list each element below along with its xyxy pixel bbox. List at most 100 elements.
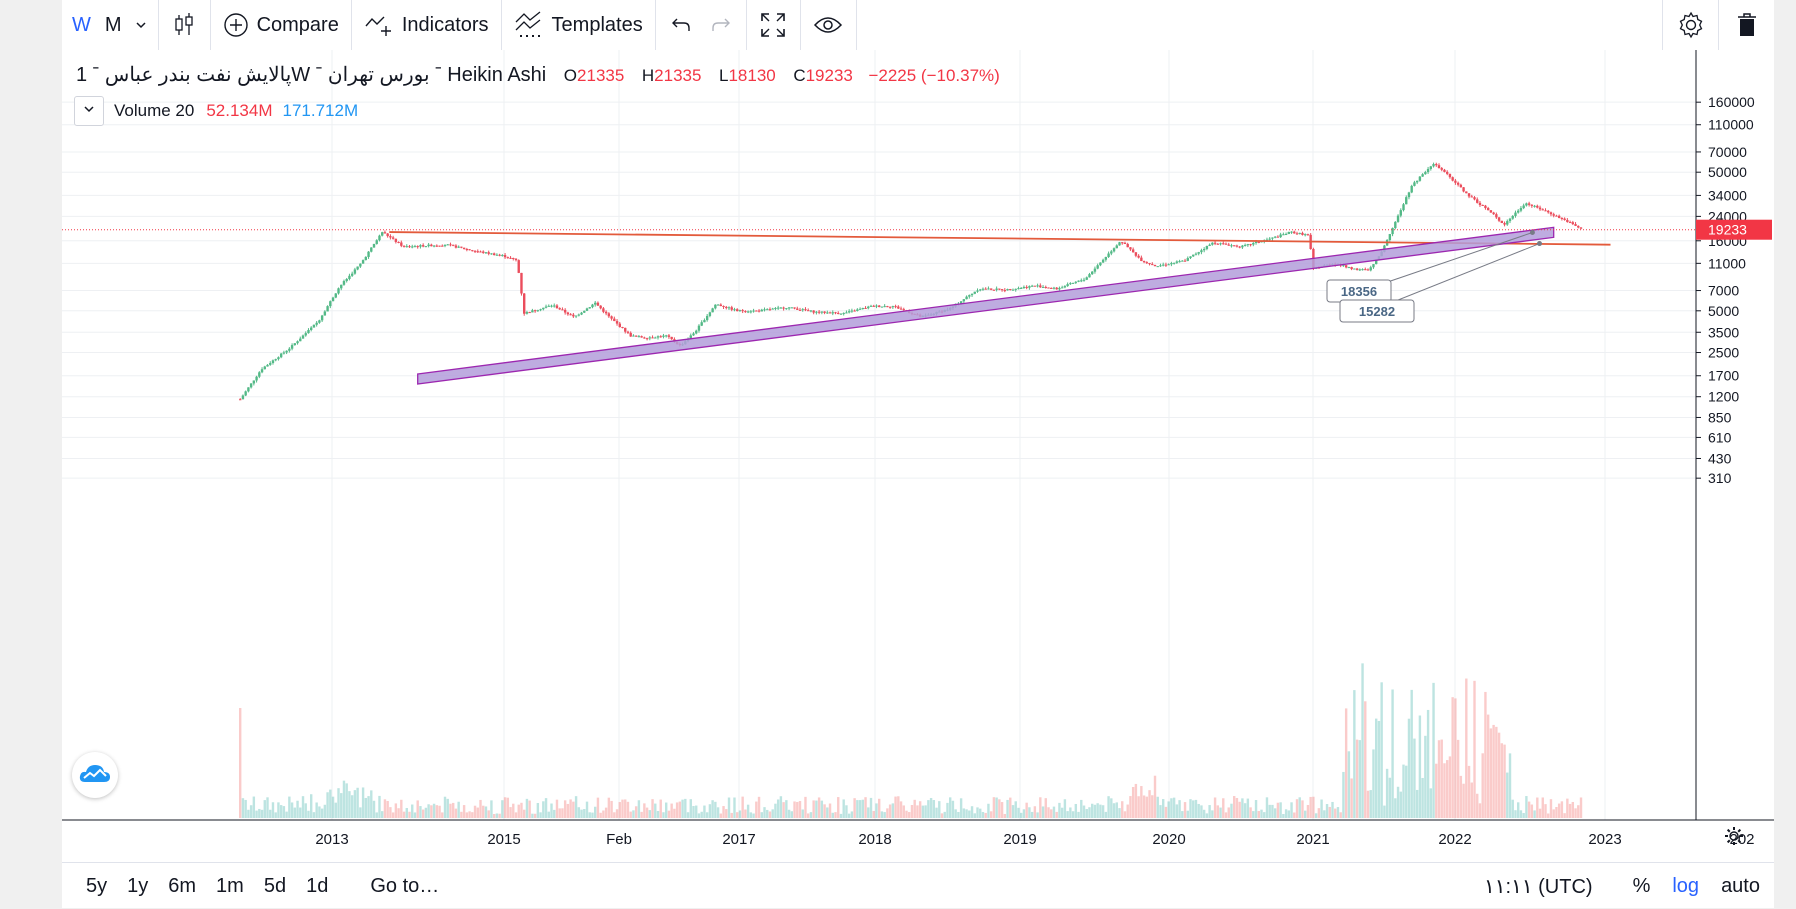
chevron-down-icon[interactable] (134, 18, 148, 32)
candle-body (484, 252, 488, 254)
candle-body (247, 387, 250, 392)
volume-bar (1020, 812, 1023, 818)
candle-body (1148, 262, 1151, 265)
volume-bar (1235, 797, 1239, 818)
fullscreen-button[interactable] (747, 0, 801, 50)
candle-body (438, 245, 441, 247)
candle-body (1077, 280, 1080, 282)
symbol-title[interactable]: پالایش نفت بندر عباس ˉ 1W ˉ بورس تهران ˉ… (76, 64, 547, 86)
candle-body (1041, 286, 1045, 288)
volume-bar (438, 805, 441, 818)
undo-icon[interactable] (670, 15, 692, 35)
candle-body (1388, 234, 1392, 241)
volume-bar (1249, 807, 1252, 818)
candle-body (1287, 231, 1291, 234)
candle-body (648, 337, 652, 339)
candle-body (1107, 253, 1110, 257)
templates-button[interactable]: Templates (502, 0, 656, 50)
candle-body (618, 323, 621, 328)
volume-bar (741, 796, 744, 818)
log-toggle[interactable]: log (1672, 874, 1700, 897)
candle-body (400, 242, 403, 246)
volume-bar (1268, 804, 1271, 818)
timezone-label[interactable]: ۱۱:۱۱ (UTC) (1484, 875, 1593, 898)
candle-body (1538, 207, 1542, 210)
candle-body (364, 256, 368, 261)
visibility-button[interactable] (801, 0, 857, 50)
range-1d[interactable]: 1d (306, 874, 329, 897)
volume-collapse-button[interactable] (74, 96, 104, 126)
low-key: L (719, 66, 729, 85)
candle-body (1544, 210, 1547, 212)
auto-toggle[interactable]: auto (1721, 874, 1760, 897)
settings-button[interactable] (1662, 0, 1718, 50)
interval-m[interactable]: M (104, 13, 122, 36)
volume-bar (462, 805, 466, 818)
redo-icon[interactable] (710, 15, 732, 35)
volume-bar (1183, 802, 1187, 818)
volume-bar (1508, 753, 1512, 818)
volume-bar (1279, 802, 1282, 818)
volume-bar (506, 797, 510, 818)
volume-bar (1391, 689, 1394, 818)
volume-bar (1202, 809, 1206, 818)
volume-bar (1093, 804, 1097, 818)
delete-button[interactable] (1718, 0, 1774, 50)
goto-button[interactable]: Go to… (370, 874, 440, 897)
candle-body (1369, 267, 1372, 271)
candle-body (615, 321, 619, 324)
volume-bar (558, 808, 561, 818)
candle-body (763, 309, 766, 311)
candle-body (1050, 287, 1053, 289)
candle-body (1238, 246, 1241, 248)
range-6m[interactable]: 6m (168, 874, 197, 897)
volume-bar (416, 800, 419, 818)
logo-button[interactable] (72, 752, 118, 798)
candle-body (569, 314, 572, 316)
candle-body (782, 307, 785, 309)
interval-selector[interactable]: W M (62, 0, 159, 50)
candle-body (708, 312, 712, 316)
candle-body (984, 288, 987, 290)
volume-bar (514, 812, 518, 818)
candle-body (1052, 287, 1056, 289)
volume-bar (1566, 798, 1569, 818)
callout-anchor (1537, 241, 1542, 247)
interval-w[interactable]: W (72, 13, 91, 36)
candle-body (583, 310, 586, 313)
candle-body (899, 308, 903, 310)
candle-body (1415, 180, 1419, 183)
volume-bar (427, 804, 430, 818)
chart-canvas[interactable]: 18356 15282 310 430 610 850 1200 1700 2500 3500 5… (62, 50, 1774, 862)
candle-body (1014, 288, 1017, 290)
chart-type-button[interactable] (159, 0, 211, 50)
change-value: −2225 (−10.37%) (868, 66, 1000, 85)
range-1y[interactable]: 1y (127, 874, 149, 897)
volume-bar (970, 806, 974, 818)
candle-body (853, 310, 856, 312)
candle-body (1066, 284, 1069, 287)
compare-button[interactable]: Compare (211, 0, 352, 50)
indicators-button[interactable]: Indicators (352, 0, 502, 50)
candle-body (1156, 266, 1159, 268)
axis-settings-icon[interactable] (1725, 827, 1743, 845)
drawings[interactable]: 18356 15282 (62, 226, 1696, 385)
candle-body (886, 306, 889, 308)
volume-bar (247, 809, 250, 818)
candle-body (252, 380, 256, 384)
candle-body (719, 304, 723, 306)
range-5y[interactable]: 5y (86, 874, 108, 897)
time-tick-label: 2015 (487, 831, 520, 848)
volume-value-1: 52.134M (206, 101, 273, 120)
candle-body (665, 335, 668, 337)
volume-bar (288, 796, 291, 818)
percent-toggle[interactable]: % (1632, 874, 1651, 897)
range-1m[interactable]: 1m (216, 874, 244, 897)
range-5d[interactable]: 5d (263, 874, 287, 897)
volume-bar (542, 801, 545, 818)
volume-bar (1407, 718, 1411, 818)
volume-bar (624, 799, 627, 818)
candle-body (796, 308, 799, 310)
volume-bar (632, 810, 635, 818)
candle-body (594, 302, 597, 305)
